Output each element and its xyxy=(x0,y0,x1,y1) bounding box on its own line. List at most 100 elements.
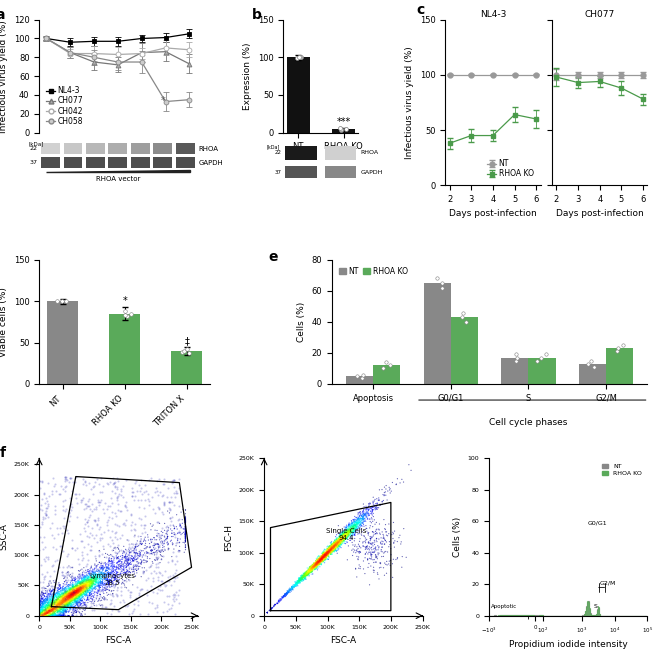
Point xyxy=(357,512,368,523)
Point xyxy=(326,542,336,553)
Bar xyxy=(606,348,633,384)
Point xyxy=(49,610,60,621)
Point xyxy=(63,582,74,592)
Point xyxy=(52,591,62,601)
Point xyxy=(181,521,191,532)
Point xyxy=(339,529,350,540)
Point xyxy=(283,584,294,595)
Point xyxy=(293,574,303,584)
Point xyxy=(45,600,56,610)
Point xyxy=(65,593,76,603)
Point xyxy=(97,561,107,571)
Point xyxy=(55,591,65,601)
Point xyxy=(82,575,92,586)
Point xyxy=(330,536,341,547)
Point xyxy=(53,607,63,617)
Point xyxy=(58,609,69,620)
Point xyxy=(383,486,393,496)
Point xyxy=(318,553,328,564)
Point xyxy=(310,559,320,569)
Point xyxy=(343,524,354,534)
Point xyxy=(77,582,88,592)
Point xyxy=(337,533,348,544)
Point xyxy=(48,606,59,616)
Point xyxy=(66,594,77,605)
Point xyxy=(332,537,343,548)
Point xyxy=(358,555,369,566)
Point xyxy=(109,573,119,584)
Point xyxy=(317,555,327,565)
Point xyxy=(323,548,334,558)
Point xyxy=(40,583,50,593)
Point xyxy=(46,610,56,621)
Point xyxy=(354,517,364,528)
Point xyxy=(60,586,70,597)
Point xyxy=(342,526,353,536)
Point xyxy=(90,574,101,585)
Point xyxy=(44,600,55,610)
Point xyxy=(38,610,48,621)
Point xyxy=(345,523,355,533)
Point xyxy=(322,544,333,554)
Point xyxy=(58,598,68,608)
Point xyxy=(315,555,326,566)
Point xyxy=(49,607,60,617)
Point xyxy=(89,572,99,582)
Point xyxy=(37,596,48,607)
Point xyxy=(129,604,139,614)
Point xyxy=(60,599,71,610)
Point xyxy=(68,591,78,601)
Point xyxy=(73,576,84,586)
Point xyxy=(351,520,362,531)
Point xyxy=(308,563,318,574)
Point xyxy=(92,573,103,584)
Point xyxy=(184,348,194,358)
Point xyxy=(118,561,129,572)
Point xyxy=(310,561,320,571)
Point xyxy=(309,561,320,571)
Point xyxy=(77,587,88,597)
Point xyxy=(58,597,68,607)
Point xyxy=(79,574,90,585)
Point xyxy=(364,514,375,525)
Point xyxy=(57,594,67,605)
Point xyxy=(87,578,97,588)
Point xyxy=(41,601,51,611)
Point xyxy=(312,560,322,571)
Point xyxy=(296,574,307,584)
Point xyxy=(324,546,335,557)
Point xyxy=(307,565,317,576)
Point xyxy=(318,553,328,563)
Point xyxy=(328,546,339,556)
Point xyxy=(354,517,365,527)
Point xyxy=(343,524,353,534)
Point xyxy=(73,595,83,606)
Point xyxy=(79,580,90,590)
Point xyxy=(75,590,86,600)
Point xyxy=(320,550,331,561)
Point xyxy=(329,538,339,548)
Point xyxy=(67,585,78,595)
Point xyxy=(336,535,347,546)
Point xyxy=(79,581,90,591)
Point xyxy=(71,606,82,616)
Point xyxy=(67,595,77,606)
Point xyxy=(297,572,307,582)
Point xyxy=(82,581,93,591)
Point xyxy=(84,576,95,587)
Point xyxy=(108,572,118,582)
Point xyxy=(357,510,368,520)
Point xyxy=(307,563,317,574)
Point xyxy=(47,610,58,621)
Point xyxy=(304,565,315,575)
Point xyxy=(128,553,139,564)
Point xyxy=(39,610,49,621)
Point xyxy=(60,591,71,602)
Point xyxy=(341,530,352,540)
Point xyxy=(52,601,62,612)
Point xyxy=(78,600,88,610)
Point xyxy=(330,541,340,552)
Point xyxy=(116,586,126,597)
Point xyxy=(35,597,46,607)
Point xyxy=(98,571,109,581)
